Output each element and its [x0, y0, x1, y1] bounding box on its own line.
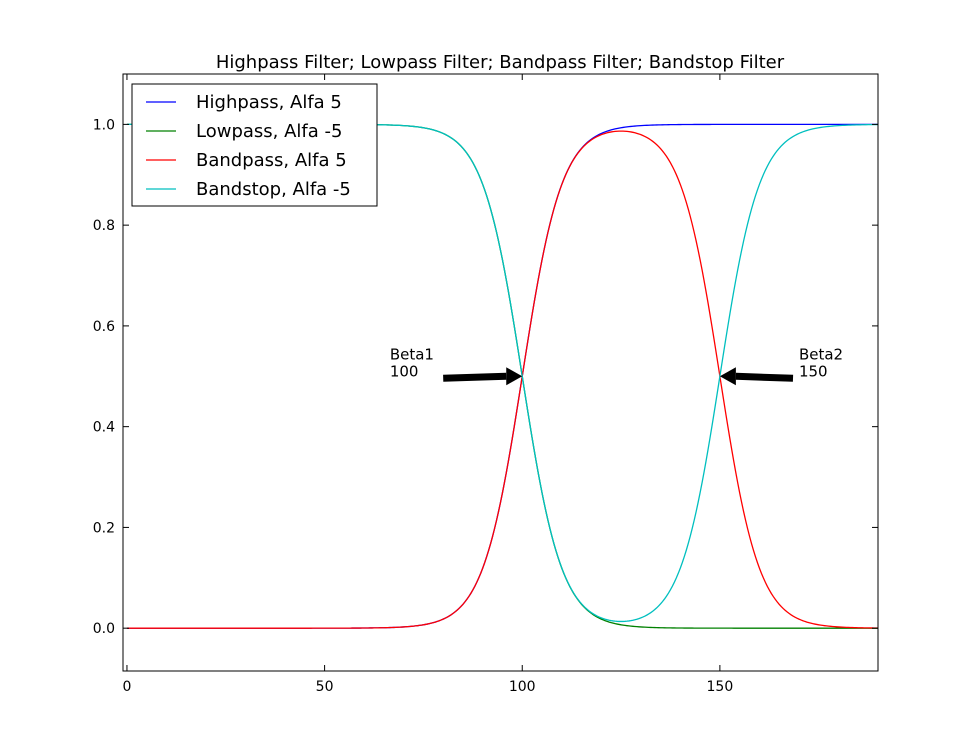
legend-label-1: Lowpass, Alfa -5 [196, 121, 342, 142]
annotation-arrow-head [506, 367, 523, 386]
y-tick-label: 0.6 [93, 319, 115, 335]
y-tick-label: 0.8 [93, 218, 115, 234]
legend-box [131, 83, 378, 207]
annotation-value: 150 [799, 362, 828, 380]
axes-layer: 0 50 100 150 0.0 0.2 0.4 0.6 0.8 1.0 [93, 73, 879, 695]
annotation-arrow-head [719, 367, 736, 386]
chart-title: Highpass Filter; Lowpass Filter; Bandpas… [216, 52, 785, 73]
y-tick-label: 1.0 [93, 117, 115, 133]
legend-label-3: Bandstop, Alfa -5 [196, 179, 351, 200]
legend-label-2: Bandpass, Alfa 5 [196, 150, 347, 171]
series-line-2 [126, 130, 879, 629]
x-tick-label: 0 [122, 679, 131, 695]
annotation-value: 100 [390, 362, 419, 380]
y-tick-label: 0.0 [93, 621, 115, 637]
annotation-label: Beta2 [799, 345, 843, 363]
x-tick-label: 50 [316, 679, 334, 695]
plot-frame [122, 73, 879, 672]
annotation-arrow-shaft [735, 372, 794, 382]
annotation-label: Beta1 [390, 345, 434, 363]
y-tick-label: 0.4 [93, 420, 115, 436]
y-tick-label: 0.2 [93, 520, 115, 536]
x-tick-label: 150 [707, 679, 734, 695]
annotation-arrow-shaft [443, 372, 507, 382]
legend-label-0: Highpass, Alfa 5 [196, 92, 342, 113]
legend: Highpass, Alfa 5 Lowpass, Alfa -5 Bandpass… [131, 83, 378, 207]
x-tick-label: 100 [509, 679, 536, 695]
